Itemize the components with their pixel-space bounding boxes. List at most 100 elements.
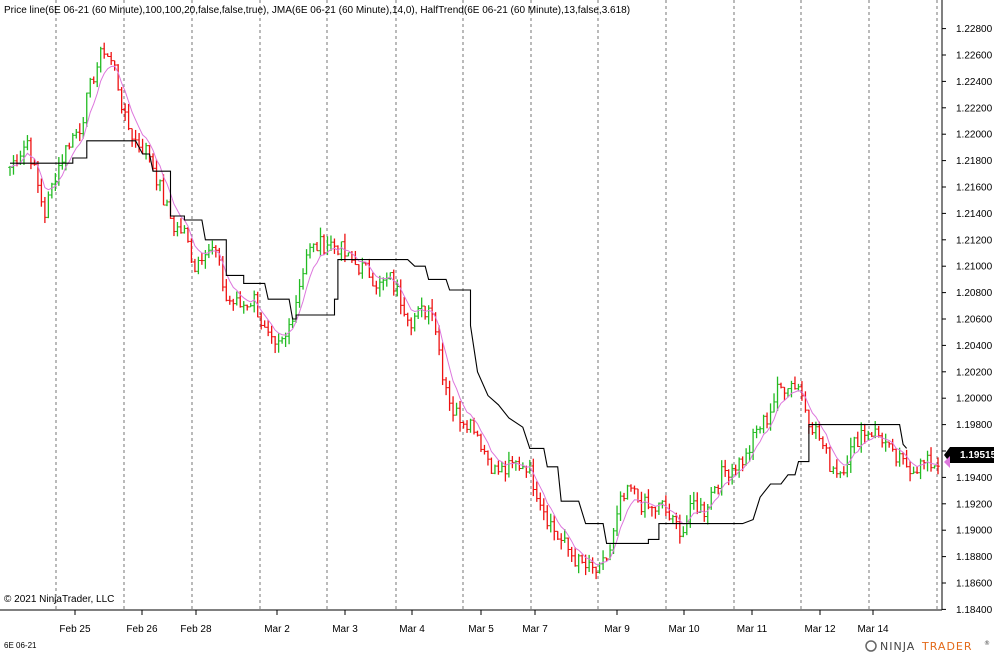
ohlc-bar — [733, 464, 738, 476]
ohlc-bar — [531, 458, 536, 497]
ohlc-bar — [234, 291, 239, 306]
y-tick-label: 1.20600 — [956, 315, 993, 326]
ohlc-bar — [503, 460, 508, 482]
ohlc-bar — [119, 87, 124, 114]
ohlc-bar — [534, 481, 539, 502]
ohlc-bar — [789, 380, 794, 398]
ohlc-bar — [193, 258, 197, 273]
ohlc-bar — [723, 459, 727, 477]
y-tick-label: 1.22400 — [956, 77, 993, 88]
ohlc-bar — [133, 129, 138, 148]
ohlc-bar — [911, 466, 916, 475]
ohlc-bar — [569, 546, 574, 562]
ohlc-bar — [451, 396, 455, 422]
ohlc-bar — [74, 128, 79, 139]
ohlc-bar — [866, 430, 871, 441]
ohlc-bar — [81, 117, 86, 139]
y-tick-label: 1.21800 — [956, 156, 993, 167]
ohlc-bar — [929, 447, 933, 472]
ohlc-bar — [754, 425, 759, 439]
ohlc-bar — [259, 312, 263, 330]
ohlc-bar — [423, 305, 427, 320]
ohlc-bar — [496, 460, 501, 475]
ohlc-bar — [618, 491, 623, 521]
ohlc-bar — [217, 247, 222, 266]
ohlc-bar — [936, 457, 940, 475]
y-tick-label: 1.19800 — [956, 420, 993, 431]
ohlc-bar — [151, 153, 155, 172]
ohlc-bar — [622, 492, 626, 502]
ohlc-bar — [46, 191, 51, 219]
ohlc-bar — [650, 505, 654, 517]
ohlc-bar — [207, 244, 211, 259]
brand-suffix: ® — [984, 640, 991, 647]
ohlc-bar — [227, 295, 232, 305]
y-tick-label: 1.22000 — [956, 130, 993, 141]
ohlc-bar — [98, 46, 103, 73]
y-tick-label: 1.19400 — [956, 473, 993, 484]
ohlc-bar — [378, 275, 382, 297]
ohlc-bar — [852, 436, 857, 454]
ohlc-bar — [22, 140, 26, 165]
ohlc-bar — [179, 218, 183, 234]
ohlc-bar — [541, 498, 546, 521]
ohlc-bar — [758, 426, 762, 434]
ohlc-bar — [747, 445, 752, 462]
ohlc-bar — [67, 142, 72, 150]
ohlc-bar — [50, 182, 54, 199]
ohlc-bar — [60, 154, 65, 170]
ohlc-bar — [507, 451, 511, 478]
ohlc-bar — [486, 450, 490, 466]
x-tick-label: Feb 26 — [126, 624, 158, 635]
ohlc-bar — [175, 221, 180, 237]
x-tick-label: Mar 7 — [522, 624, 548, 635]
ohlc-bar — [391, 269, 396, 296]
ohlc-bar — [388, 272, 393, 280]
ohlc-bar — [123, 103, 127, 121]
ohlc-bar — [343, 233, 347, 263]
ohlc-bar — [465, 420, 469, 433]
ohlc-bar — [447, 380, 452, 411]
ohlc-bar — [53, 173, 58, 192]
ohlc-bar — [838, 471, 843, 479]
ohlc-bar — [876, 425, 881, 438]
ohlc-bar — [381, 277, 386, 291]
ninjatrader-logo: NINJA TRADER ® — [865, 640, 991, 653]
ohlc-bar — [266, 320, 270, 337]
ohlc-bar — [548, 513, 553, 533]
ohlc-bar — [231, 298, 236, 311]
ohlc-bar — [172, 215, 176, 237]
ohlc-bar — [315, 242, 319, 252]
ohlc-bar — [200, 252, 204, 265]
ohlc-bar — [318, 227, 323, 257]
ohlc-bar — [241, 301, 246, 314]
ohlc-bar — [793, 376, 797, 390]
x-tick-label: Mar 10 — [668, 624, 700, 635]
ohlc-bar — [629, 484, 633, 492]
ohlc-bar — [409, 317, 414, 336]
ohlc-bar — [590, 557, 595, 574]
y-tick-label: 1.22200 — [956, 103, 993, 114]
brand-left: NINJA — [880, 640, 915, 653]
ohlc-bar — [517, 456, 522, 471]
ohlc-bar — [681, 526, 686, 538]
ohlc-bar — [412, 312, 417, 332]
ohlc-bar — [252, 290, 257, 313]
ohlc-bar — [182, 225, 187, 234]
ohlc-bar — [29, 137, 33, 170]
ohlc-bar — [116, 64, 120, 91]
ohlc-bar — [904, 449, 909, 468]
ohlc-bar — [308, 243, 312, 259]
ohlc-bar — [25, 135, 30, 151]
ohlc-bar — [897, 447, 902, 467]
ohlc-bar — [426, 305, 431, 325]
ohlc-bar — [726, 469, 731, 486]
copyright-text: © 2021 NinjaTrader, LLC — [4, 594, 114, 605]
ohlc-bar — [43, 196, 47, 224]
ohlc-bar — [842, 466, 846, 476]
last-price-pointer — [944, 456, 950, 468]
ohlc-bar — [11, 155, 16, 175]
ohlc-bar — [357, 264, 361, 276]
ohlc-bar — [440, 342, 445, 386]
